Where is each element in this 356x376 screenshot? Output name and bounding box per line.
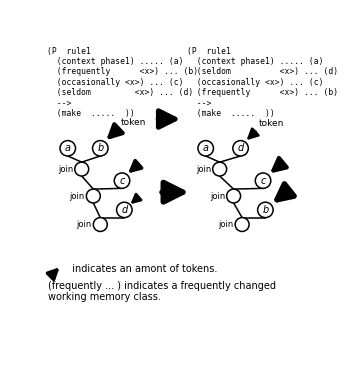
Text: (frequently ... ) indicates a frequently changed
working memory class.: (frequently ... ) indicates a frequently… xyxy=(48,281,276,302)
Text: (occasionally <x>) ... (c): (occasionally <x>) ... (c) xyxy=(187,78,324,87)
Text: join: join xyxy=(69,191,85,200)
Text: join: join xyxy=(77,220,92,229)
Text: (frequently      <x>) ... (b): (frequently <x>) ... (b) xyxy=(187,88,338,97)
Text: indicates an amont of tokens.: indicates an amont of tokens. xyxy=(66,264,218,274)
Circle shape xyxy=(87,189,100,203)
Text: (occasionally <x>) ... (c): (occasionally <x>) ... (c) xyxy=(47,78,183,87)
Text: (make  .....  )): (make ..... )) xyxy=(47,109,135,118)
Text: -->: --> xyxy=(187,99,211,108)
Circle shape xyxy=(255,173,271,188)
Text: d: d xyxy=(237,143,244,153)
Text: (P  rule1: (P rule1 xyxy=(187,47,231,56)
Text: a: a xyxy=(203,143,209,153)
Text: (seldom          <x>) ... (d): (seldom <x>) ... (d) xyxy=(187,67,338,76)
Text: join: join xyxy=(58,165,73,174)
Text: (frequently      <x>) ... (b): (frequently <x>) ... (b) xyxy=(47,67,198,76)
Circle shape xyxy=(258,202,273,218)
Text: (make  .....  )): (make ..... )) xyxy=(187,109,275,118)
Circle shape xyxy=(93,141,108,156)
Circle shape xyxy=(198,141,214,156)
Text: join: join xyxy=(210,191,225,200)
Text: c: c xyxy=(119,176,125,186)
Circle shape xyxy=(116,202,132,218)
Circle shape xyxy=(60,141,75,156)
Text: b: b xyxy=(262,205,268,215)
Text: (context phase1) ..... (a): (context phase1) ..... (a) xyxy=(187,57,324,66)
Circle shape xyxy=(235,218,249,232)
Circle shape xyxy=(114,173,130,188)
Text: (seldom         <x>) ... (d): (seldom <x>) ... (d) xyxy=(47,88,193,97)
Text: d: d xyxy=(121,205,127,215)
Circle shape xyxy=(93,218,107,232)
Circle shape xyxy=(233,141,248,156)
Circle shape xyxy=(213,162,227,176)
Text: join: join xyxy=(218,220,234,229)
Text: token: token xyxy=(120,118,146,127)
Text: b: b xyxy=(97,143,104,153)
Text: (P  rule1: (P rule1 xyxy=(47,47,91,56)
Text: -->: --> xyxy=(47,99,71,108)
Circle shape xyxy=(227,189,241,203)
Text: (context phase1) ..... (a): (context phase1) ..... (a) xyxy=(47,57,183,66)
Text: token: token xyxy=(259,119,284,128)
Text: c: c xyxy=(260,176,266,186)
Text: a: a xyxy=(65,143,71,153)
Text: join: join xyxy=(196,165,211,174)
Circle shape xyxy=(75,162,89,176)
